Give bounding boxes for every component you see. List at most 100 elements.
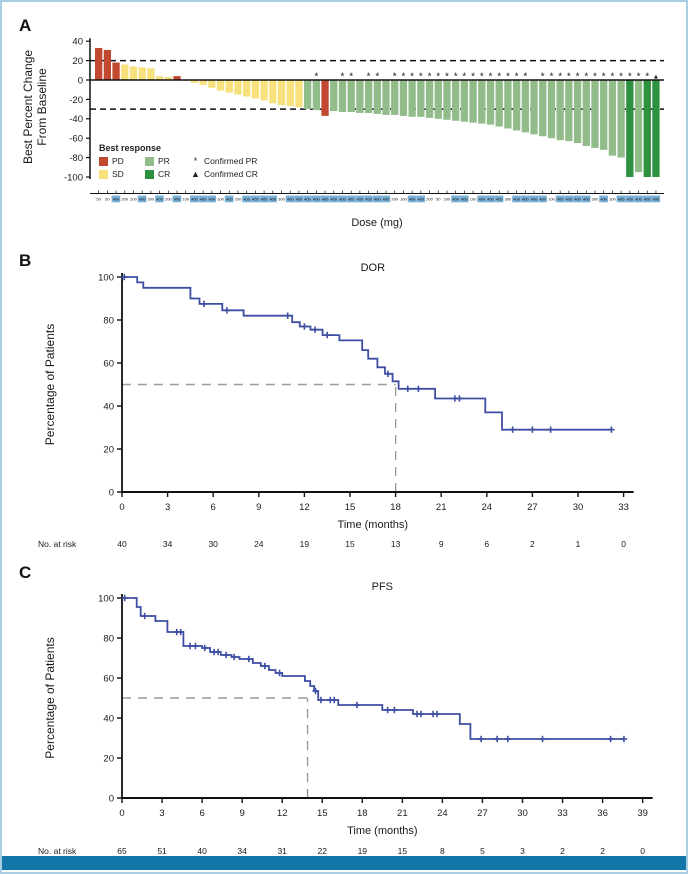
risk-value: 22 bbox=[318, 846, 328, 856]
confirmed-pr-mark: * bbox=[489, 72, 493, 83]
dose-highlight bbox=[285, 195, 295, 203]
dose-highlight bbox=[581, 195, 591, 203]
legend-item-label: CR bbox=[158, 169, 171, 179]
panel-b-label: B bbox=[19, 251, 32, 270]
dose-label: 400 bbox=[409, 197, 416, 202]
risk-value: 51 bbox=[157, 846, 167, 856]
legend-item-confirmed-cr: ▲ Confirmed CR bbox=[191, 169, 314, 179]
legend-item-label: SD bbox=[112, 169, 124, 179]
dose-label: 400 bbox=[644, 197, 651, 202]
confirmed-pr-mark: * bbox=[497, 72, 501, 83]
asterisk-icon: * bbox=[193, 156, 198, 166]
dose-highlight bbox=[294, 195, 304, 203]
confirmed-pr-mark: * bbox=[314, 72, 318, 83]
dose-label: 200 bbox=[426, 197, 433, 202]
dose-label: 400 bbox=[287, 197, 294, 202]
dose-label: 400 bbox=[557, 197, 564, 202]
dose-label: 400 bbox=[583, 197, 590, 202]
dose-highlight bbox=[381, 195, 391, 203]
confirmed-pr-mark: * bbox=[523, 72, 527, 83]
x-tick-label: 39 bbox=[637, 808, 648, 819]
confirmed-pr-mark: * bbox=[410, 72, 414, 83]
sd-swatch-icon bbox=[99, 169, 108, 179]
x-axis-title: Time (months) bbox=[338, 519, 409, 531]
waterfall-bar bbox=[356, 80, 364, 113]
dose-label: 400 bbox=[635, 197, 642, 202]
x-tick-label: 36 bbox=[597, 808, 608, 819]
waterfall-bar bbox=[408, 80, 416, 117]
dose-label: 400 bbox=[531, 197, 538, 202]
chart-title: PFS bbox=[372, 581, 393, 593]
dose-label: 400 bbox=[653, 197, 660, 202]
waterfall-bar bbox=[617, 80, 625, 158]
legend-item-pd: PD bbox=[99, 156, 145, 166]
risk-value: 0 bbox=[621, 539, 626, 549]
confirmed-pr-mark: * bbox=[628, 72, 632, 83]
dose-highlight bbox=[599, 195, 608, 203]
legend-item-label: PR bbox=[158, 156, 170, 166]
x-tick-label: 9 bbox=[256, 502, 261, 513]
confirmed-pr-mark: * bbox=[428, 72, 432, 83]
dose-label: 50 bbox=[436, 197, 441, 202]
y-tick-label: -80 bbox=[69, 153, 83, 164]
x-tick-label: 0 bbox=[119, 502, 124, 513]
legend-item-label: PD bbox=[112, 156, 124, 166]
dose-label: 400 bbox=[269, 197, 276, 202]
confirmed-pr-mark: * bbox=[558, 72, 562, 83]
y-axis-title: Best Percent Change bbox=[21, 50, 35, 164]
risk-value: 40 bbox=[117, 539, 127, 549]
dose-highlight bbox=[224, 195, 234, 203]
dose-label: 400 bbox=[374, 197, 381, 202]
waterfall-bar bbox=[216, 80, 225, 91]
dose-highlight bbox=[338, 195, 347, 203]
x-tick-label: 3 bbox=[159, 808, 164, 819]
dose-highlight bbox=[242, 195, 251, 203]
triangle-icon: ▲ bbox=[191, 169, 200, 179]
risk-value: 13 bbox=[391, 539, 401, 549]
waterfall-bar bbox=[138, 67, 146, 80]
x-tick-label: 12 bbox=[299, 502, 310, 513]
km-curve bbox=[122, 276, 612, 431]
dose-label: 200 bbox=[130, 197, 137, 202]
dose-label: 400 bbox=[226, 197, 233, 202]
dose-label: 400 bbox=[365, 197, 372, 202]
waterfall-bar bbox=[600, 80, 608, 150]
dose-label: 100 bbox=[548, 197, 555, 202]
waterfall-bar bbox=[251, 80, 260, 99]
chart-title: DOR bbox=[361, 262, 386, 274]
dose-label: 400 bbox=[322, 197, 329, 202]
risk-value: 30 bbox=[208, 539, 218, 549]
dose-label: 400 bbox=[191, 197, 198, 202]
dose-highlight bbox=[625, 195, 634, 203]
waterfall-bar bbox=[573, 80, 582, 144]
dose-label: 200 bbox=[391, 197, 398, 202]
confirmed-pr-mark: * bbox=[645, 72, 649, 83]
confirmed-pr-mark: * bbox=[576, 72, 580, 83]
x-tick-label: 21 bbox=[397, 808, 408, 819]
legend-item-sd: SD bbox=[99, 169, 145, 179]
risk-value: 34 bbox=[237, 846, 247, 856]
pr-swatch-icon bbox=[145, 156, 154, 166]
x-tick-label: 30 bbox=[573, 502, 584, 513]
waterfall-bar bbox=[173, 76, 181, 80]
x-axis-title: Dose (mg) bbox=[351, 217, 402, 229]
x-tick-label: 27 bbox=[527, 502, 538, 513]
y-tick-label: 20 bbox=[72, 56, 83, 67]
dose-label: 100 bbox=[400, 197, 407, 202]
dose-label: 400 bbox=[566, 197, 573, 202]
dose-label: 200 bbox=[165, 197, 172, 202]
waterfall-bar bbox=[556, 80, 564, 141]
dose-label: 400 bbox=[139, 197, 146, 202]
y-tick-label: -100 bbox=[64, 172, 83, 183]
dose-highlight bbox=[538, 195, 547, 203]
confirmed-pr-mark: * bbox=[454, 72, 458, 83]
confirmed-pr-mark: * bbox=[602, 72, 606, 83]
dose-highlight bbox=[642, 195, 652, 203]
y-tick-label: 40 bbox=[72, 37, 83, 48]
waterfall-bar bbox=[190, 80, 199, 83]
y-tick-label: 0 bbox=[109, 793, 114, 804]
dose-label: 50 bbox=[96, 197, 101, 202]
confirmed-pr-mark: * bbox=[436, 72, 440, 83]
y-axis-title: Percentage of Patients bbox=[43, 637, 57, 758]
